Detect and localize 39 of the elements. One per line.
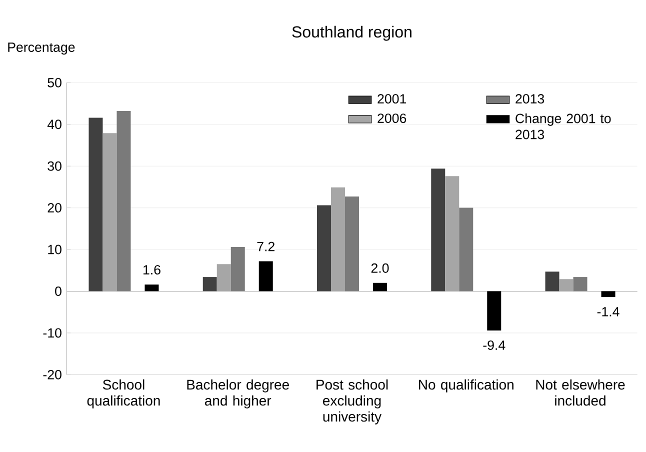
data-label: 2.0	[371, 263, 389, 273]
bar	[144, 284, 159, 292]
legend-label: 2013	[516, 94, 544, 104]
bar	[344, 196, 359, 292]
bar	[573, 277, 588, 292]
legend-label: 2001	[378, 94, 406, 104]
data-label: 1.6	[143, 265, 160, 275]
y-tick-label: -20	[43, 370, 62, 380]
x-tick-label: School qualification	[87, 379, 160, 408]
y-tick-label: 10	[48, 244, 62, 254]
bar	[88, 118, 103, 292]
legend-label: Change 2001 to 2013	[516, 113, 611, 140]
data-label: -1.4	[597, 307, 620, 316]
y-tick-label: -10	[43, 328, 62, 338]
bar	[431, 168, 446, 292]
y-axis-title: Percentage	[8, 42, 75, 55]
x-tick-label: Post school excluding university	[316, 379, 388, 424]
bar	[316, 205, 331, 292]
x-tick-label: No qualification	[419, 379, 514, 392]
bar	[372, 282, 387, 292]
bar	[116, 111, 131, 292]
bar	[487, 291, 502, 330]
y-tick-label: 50	[48, 78, 62, 88]
x-tick-label: Not elsewhere included	[536, 379, 625, 406]
bar	[202, 277, 217, 292]
data-label: -9.4	[483, 340, 506, 350]
chart-title: Southland region	[292, 26, 412, 41]
bar	[545, 272, 560, 292]
legend-label: 2006	[378, 114, 406, 124]
y-tick-label: 20	[48, 203, 62, 213]
bar	[459, 208, 474, 292]
y-tick-label: 40	[47, 120, 62, 130]
bar	[258, 261, 273, 292]
data-label: 7.2	[257, 242, 274, 252]
bar	[230, 247, 245, 292]
y-tick-label: 30	[48, 161, 62, 171]
x-tick-label: Bachelor degree and higher	[187, 379, 289, 408]
y-tick-label: 0	[55, 286, 62, 296]
bar	[601, 291, 616, 298]
